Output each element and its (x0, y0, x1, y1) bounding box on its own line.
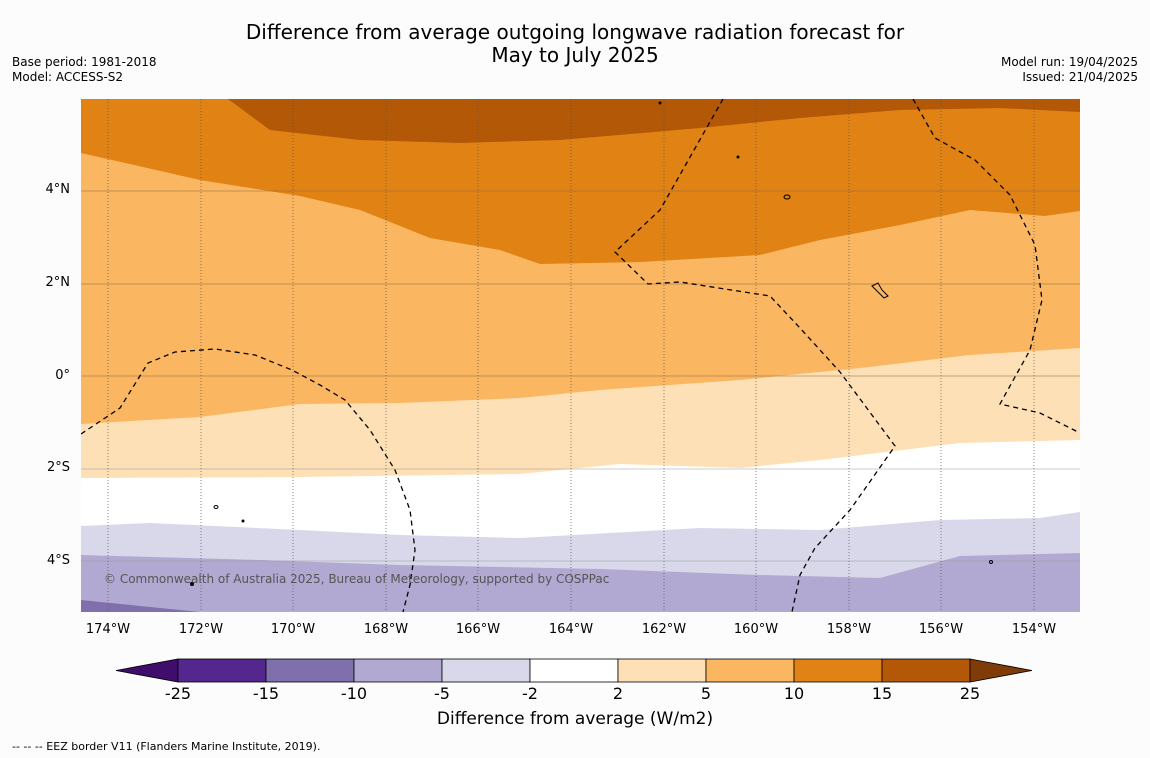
map-panel (81, 99, 1080, 612)
lon-label: 156°W (918, 622, 964, 637)
colorbar-tick: 15 (871, 684, 893, 703)
colorbar-segment (353, 658, 443, 683)
colorbar-title: Difference from average (W/m2) (436, 709, 714, 729)
lat-label: 4°S (46, 553, 70, 568)
lon-label: 174°W (85, 622, 131, 637)
band-10-15 (81, 99, 1080, 264)
lon-label: 168°W (363, 622, 409, 637)
base-period: Base period: 1981-2018 (12, 55, 157, 69)
colorbar (115, 658, 1033, 683)
model-name: Model: ACCESS-S2 (12, 70, 124, 84)
band-15-25 (228, 99, 1080, 143)
lon-label: 160°W (733, 622, 779, 637)
colorbar-segment (617, 658, 707, 683)
copyright-note: © Commonwealth of Australia 2025, Bureau… (104, 572, 610, 586)
band-neg15-neg10 (81, 600, 200, 612)
colorbar-tick: -5 (434, 684, 450, 703)
colorbar-tick: -15 (252, 684, 280, 703)
lat-label: 2°N (45, 275, 71, 290)
lon-label: 158°W (826, 622, 872, 637)
lon-label: 166°W (455, 622, 501, 637)
eez-legend-note: -- -- -- EEZ border V11 (Flanders Marine… (12, 740, 321, 753)
lon-label: 170°W (270, 622, 316, 637)
lat-label: 4°N (45, 182, 71, 197)
colorbar-segment (881, 658, 971, 683)
colorbar-segment (793, 658, 883, 683)
islands (190, 101, 993, 586)
colorbar-tick: 25 (959, 684, 981, 703)
title-line-1: Difference from average outgoing longwav… (245, 20, 905, 44)
colorbar-segment (705, 658, 795, 683)
colorbar-tick: 10 (783, 684, 805, 703)
lon-label: 172°W (178, 622, 224, 637)
colorbar-segment (529, 658, 619, 683)
lon-label: 162°W (641, 622, 687, 637)
colorbar-segment (265, 658, 355, 683)
issued-date: Issued: 21/04/2025 (1022, 70, 1138, 84)
colorbar-segments (115, 658, 1033, 683)
model-run: Model run: 19/04/2025 (1000, 55, 1138, 69)
graticule (81, 99, 1080, 612)
map-fill (81, 99, 1080, 612)
meta-right: Model run: 19/04/2025 Issued: 21/04/2025 (1001, 55, 1138, 85)
colorbar-tick: 5 (700, 684, 712, 703)
colorbar-tick: -10 (340, 684, 368, 703)
colorbar-tick: -25 (164, 684, 192, 703)
colorbar-tick: -2 (522, 684, 538, 703)
lon-label: 164°W (548, 622, 594, 637)
title-line-2: May to July 2025 (491, 43, 659, 67)
colorbar-segment (441, 658, 531, 683)
lat-label: 2°S (46, 460, 70, 475)
meta-left: Base period: 1981-2018 Model: ACCESS-S2 (12, 55, 157, 85)
colorbar-min-arrow (115, 658, 179, 683)
colorbar-segment (177, 658, 267, 683)
colorbar-tick: 2 (612, 684, 624, 703)
colorbar-max-arrow (969, 658, 1033, 683)
eez-borders (81, 99, 1079, 612)
lat-label: 0° (55, 368, 70, 383)
lon-label: 154°W (1011, 622, 1057, 637)
